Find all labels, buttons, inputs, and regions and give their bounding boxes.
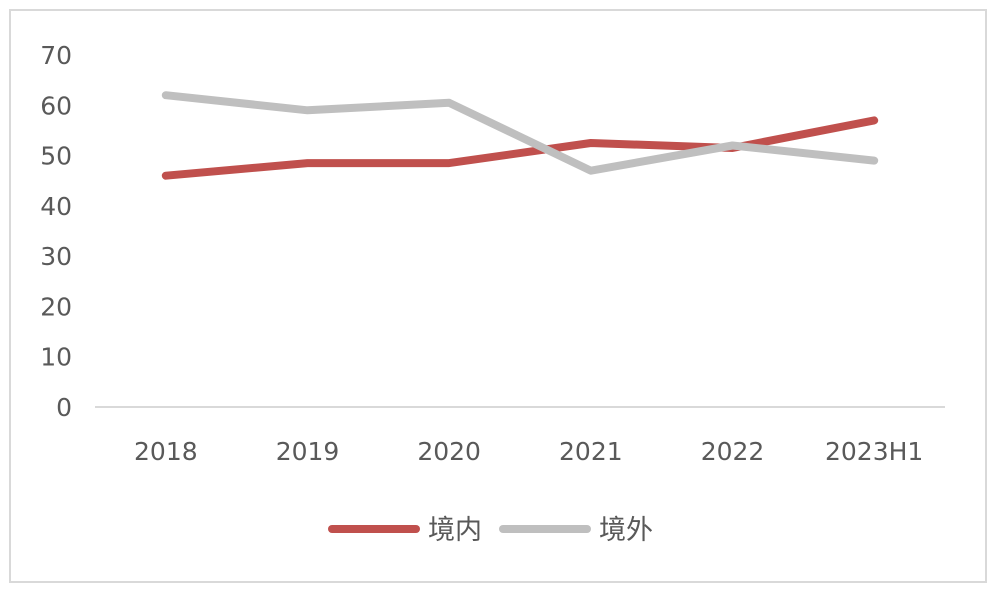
data-point <box>871 117 877 123</box>
y-tick-label: 0 <box>56 393 72 422</box>
x-tick-label: 2020 <box>417 437 481 466</box>
data-point <box>446 100 452 106</box>
data-point <box>305 160 311 166</box>
series-line-0 <box>161 116 879 180</box>
data-point <box>871 158 877 164</box>
y-tick-label: 40 <box>40 192 72 221</box>
x-tick-label: 2023H1 <box>825 437 923 466</box>
x-axis-ticks: 2018 2019 2020 2021 2022 2023H1 <box>134 437 923 466</box>
legend-item-0[interactable]: 境内 <box>328 515 482 546</box>
y-tick-label: 60 <box>40 91 72 120</box>
data-point <box>730 143 736 149</box>
data-point <box>588 140 594 146</box>
y-axis-ticks: 0 10 20 30 40 50 60 70 <box>40 41 72 422</box>
legend-label: 境内 <box>428 515 482 546</box>
data-point <box>446 160 452 166</box>
data-point <box>588 168 594 174</box>
data-point <box>163 92 169 98</box>
data-point <box>305 107 311 113</box>
y-tick-label: 70 <box>40 41 72 70</box>
y-tick-label: 10 <box>40 343 72 372</box>
y-tick-label: 30 <box>40 242 72 271</box>
legend-item-1[interactable]: 境外 <box>499 515 653 546</box>
chart-frame <box>9 9 987 583</box>
series-lines <box>161 91 879 180</box>
x-tick-label: 2018 <box>134 437 198 466</box>
y-tick-label: 20 <box>40 292 72 321</box>
data-point <box>163 173 169 179</box>
y-tick-label: 50 <box>40 142 72 171</box>
legend-label: 境外 <box>599 515 653 546</box>
legend[interactable]: 境内 境外 <box>328 515 653 546</box>
x-tick-label: 2021 <box>559 437 623 466</box>
x-tick-label: 2019 <box>276 437 340 466</box>
x-tick-label: 2022 <box>701 437 765 466</box>
series-line-1 <box>161 91 879 175</box>
